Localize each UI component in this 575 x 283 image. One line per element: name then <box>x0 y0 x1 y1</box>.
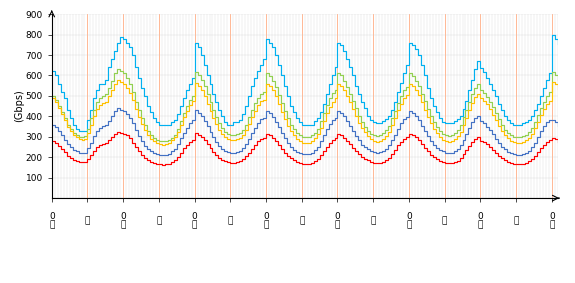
平成21年11月 <box>405 41 412 44</box>
平成20年11月 <box>408 74 415 78</box>
平成21年11月 <box>48 70 55 73</box>
平成17年11月 <box>408 134 415 137</box>
Text: 時: 時 <box>478 220 483 230</box>
平成19年11月 <box>507 139 513 143</box>
平成18年11月 <box>483 125 490 128</box>
平成19年11月 <box>352 115 359 118</box>
平成18年11月 <box>370 151 377 154</box>
Line: 平成19年11月: 平成19年11月 <box>52 80 558 145</box>
平成17年11月 <box>144 159 151 162</box>
Text: 土: 土 <box>442 216 447 226</box>
Text: 0: 0 <box>549 212 555 221</box>
平成17年11月 <box>483 142 490 146</box>
平成19年11月 <box>370 139 377 143</box>
Text: 0: 0 <box>120 212 126 221</box>
平成18年11月 <box>408 111 415 114</box>
平成21年11月 <box>75 129 82 132</box>
平成20年11月 <box>370 134 377 137</box>
平成19年11月 <box>48 96 55 100</box>
Text: 時: 時 <box>549 220 554 230</box>
平成20年11月 <box>507 134 513 137</box>
Line: 平成18年11月: 平成18年11月 <box>52 108 558 155</box>
Text: 日: 日 <box>513 216 519 226</box>
Text: 0: 0 <box>191 212 197 221</box>
平成18年11月 <box>114 106 121 110</box>
平成20年11月 <box>159 140 166 143</box>
平成18年11月 <box>48 123 55 126</box>
Text: 時: 時 <box>192 220 197 230</box>
平成19年11月 <box>159 143 166 146</box>
平成20年11月 <box>48 94 55 98</box>
平成21年11月 <box>480 71 487 74</box>
平成21年11月 <box>504 119 511 122</box>
平成17年11月 <box>507 161 513 165</box>
平成21年11月 <box>144 104 151 108</box>
Y-axis label: (Gbps): (Gbps) <box>14 90 24 123</box>
Text: 火: 火 <box>156 216 162 226</box>
Text: 時: 時 <box>407 220 412 230</box>
Line: 平成17年11月: 平成17年11月 <box>52 132 558 165</box>
平成21年11月 <box>349 74 356 77</box>
平成19年11月 <box>144 134 151 137</box>
平成21年11月 <box>549 33 555 36</box>
Text: 時: 時 <box>263 220 269 230</box>
平成19年11月 <box>408 84 415 88</box>
Text: 時: 時 <box>121 220 126 230</box>
平成20年11月 <box>144 129 151 132</box>
Text: 水: 水 <box>228 216 233 226</box>
平成20年11月 <box>114 68 121 71</box>
Line: 平成20年11月: 平成20年11月 <box>52 69 558 141</box>
平成17年11月 <box>48 139 55 143</box>
Text: 0: 0 <box>263 212 269 221</box>
平成20年11月 <box>483 95 490 99</box>
平成17年11月 <box>352 149 359 153</box>
Text: 金: 金 <box>370 216 376 226</box>
Text: 時: 時 <box>335 220 340 230</box>
平成19年11月 <box>114 78 121 82</box>
平成18年11月 <box>144 147 151 151</box>
Text: 0: 0 <box>406 212 412 221</box>
平成18年11月 <box>507 151 513 155</box>
平成20年11月 <box>352 106 359 110</box>
Text: 0: 0 <box>477 212 483 221</box>
Text: 0: 0 <box>335 212 340 221</box>
Text: 月: 月 <box>85 216 90 226</box>
Text: 0: 0 <box>49 212 55 221</box>
平成17年11月 <box>159 163 166 166</box>
平成17年11月 <box>370 161 377 164</box>
平成21年11月 <box>554 42 561 46</box>
Text: 時: 時 <box>49 220 55 230</box>
Text: 木: 木 <box>299 216 304 226</box>
平成17年11月 <box>114 130 121 134</box>
Line: 平成21年11月: 平成21年11月 <box>52 35 558 131</box>
平成18年11月 <box>159 153 166 157</box>
平成18年11月 <box>352 134 359 138</box>
平成19年11月 <box>554 87 561 90</box>
平成20年11月 <box>554 78 561 82</box>
平成21年11月 <box>367 119 374 122</box>
平成17年11月 <box>554 140 561 143</box>
平成18年11月 <box>554 124 561 127</box>
平成19年11月 <box>483 103 490 106</box>
